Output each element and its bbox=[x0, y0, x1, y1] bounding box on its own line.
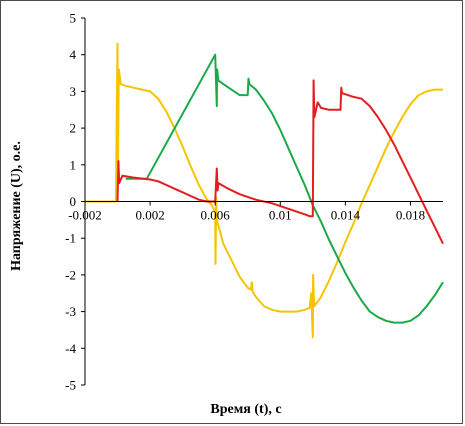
series-line-1 bbox=[85, 42, 443, 339]
y-tick-label: -5 bbox=[65, 378, 76, 393]
x-tick-label: 0.01 bbox=[269, 208, 292, 223]
y-tick-label: -3 bbox=[65, 304, 76, 319]
x-tick-label: 0.002 bbox=[135, 208, 164, 223]
y-tick-label: 2 bbox=[70, 121, 77, 136]
y-tick-label: -1 bbox=[65, 231, 76, 246]
y-tick-label: 0 bbox=[70, 194, 77, 209]
y-axis-title: Напряжение (U), о.е. bbox=[9, 141, 24, 271]
y-tick-label: 1 bbox=[70, 157, 77, 172]
series-line-2 bbox=[125, 53, 444, 324]
y-axis-ticks: -5 -4 -3 -2 -1 0 1 2 3 4 5 bbox=[65, 11, 85, 393]
x-tick-label: 0.014 bbox=[331, 208, 361, 223]
series-layer bbox=[85, 42, 444, 339]
y-tick-label: 4 bbox=[70, 47, 77, 62]
series-line-3 bbox=[116, 79, 444, 245]
x-tick-label: 0.006 bbox=[201, 208, 231, 223]
y-tick-label: -2 bbox=[65, 267, 76, 282]
x-tick-label: -0.002 bbox=[68, 208, 102, 223]
y-tick-label: 5 bbox=[70, 11, 77, 26]
x-axis-title: Время (t), с bbox=[210, 402, 281, 417]
y-tick-label: -4 bbox=[65, 341, 76, 356]
x-tick-label: 0.018 bbox=[396, 208, 425, 223]
y-tick-label: 3 bbox=[70, 84, 77, 99]
x-axis-ticks: -0.002 0.002 0.006 0.01 0.014 0.018 bbox=[68, 201, 425, 223]
